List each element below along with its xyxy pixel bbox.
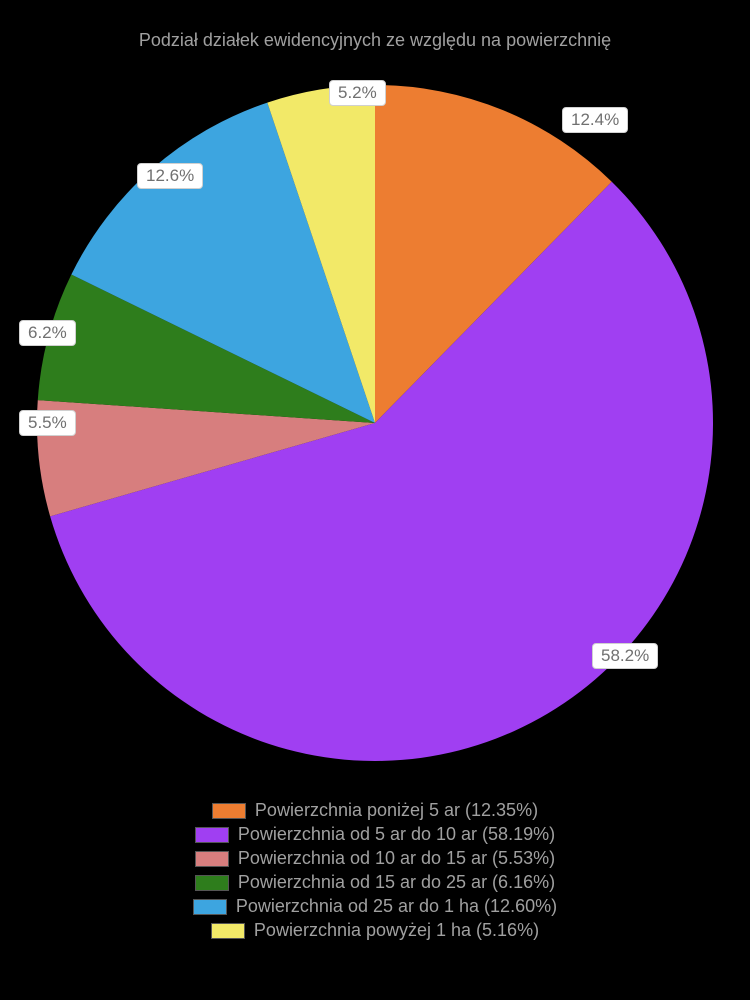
chart-title: Podział działek ewidencyjnych ze względu…	[0, 30, 750, 51]
legend-swatch	[195, 827, 229, 843]
legend-item: Powierzchnia od 10 ar do 15 ar (5.53%)	[195, 848, 555, 869]
legend-swatch	[211, 923, 245, 939]
legend-label: Powierzchnia poniżej 5 ar (12.35%)	[255, 800, 538, 821]
slice-label: 12.6%	[137, 163, 203, 189]
legend-item: Powierzchnia powyżej 1 ha (5.16%)	[211, 920, 539, 941]
legend-label: Powierzchnia od 10 ar do 15 ar (5.53%)	[238, 848, 555, 869]
legend-label: Powierzchnia od 5 ar do 10 ar (58.19%)	[238, 824, 555, 845]
legend-item: Powierzchnia od 5 ar do 10 ar (58.19%)	[195, 824, 555, 845]
slice-label: 5.5%	[19, 410, 76, 436]
legend-swatch	[212, 803, 246, 819]
legend-label: Powierzchnia powyżej 1 ha (5.16%)	[254, 920, 539, 941]
legend-swatch	[195, 851, 229, 867]
legend-swatch	[193, 899, 227, 915]
legend-item: Powierzchnia od 15 ar do 25 ar (6.16%)	[195, 872, 555, 893]
slice-label: 6.2%	[19, 320, 76, 346]
slice-label: 12.4%	[562, 107, 628, 133]
legend-item: Powierzchnia poniżej 5 ar (12.35%)	[212, 800, 538, 821]
legend-swatch	[195, 875, 229, 891]
pie-chart: 12.4%58.2%5.5%6.2%12.6%5.2%	[37, 85, 713, 761]
slice-label: 5.2%	[329, 80, 386, 106]
slice-label: 58.2%	[592, 643, 658, 669]
legend-item: Powierzchnia od 25 ar do 1 ha (12.60%)	[193, 896, 557, 917]
legend-label: Powierzchnia od 25 ar do 1 ha (12.60%)	[236, 896, 557, 917]
legend: Powierzchnia poniżej 5 ar (12.35%) Powier…	[0, 800, 750, 941]
legend-label: Powierzchnia od 15 ar do 25 ar (6.16%)	[238, 872, 555, 893]
